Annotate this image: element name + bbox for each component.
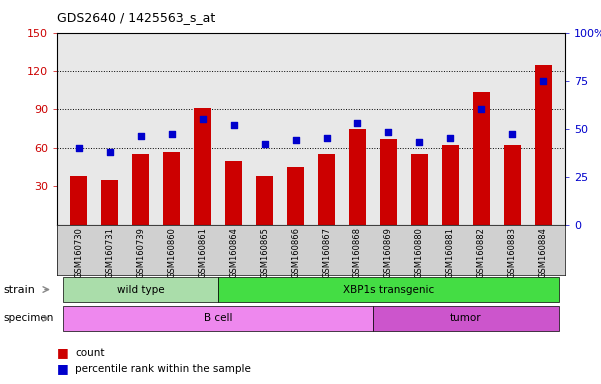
Text: GSM160884: GSM160884	[538, 227, 548, 278]
Text: GDS2640 / 1425563_s_at: GDS2640 / 1425563_s_at	[57, 12, 215, 25]
Text: GSM160865: GSM160865	[260, 227, 269, 278]
Text: XBP1s transgenic: XBP1s transgenic	[343, 285, 434, 295]
Text: tumor: tumor	[450, 313, 481, 323]
Text: GSM160730: GSM160730	[75, 227, 84, 278]
Point	[167, 131, 177, 137]
Point	[198, 116, 207, 122]
Bar	[101, 180, 118, 225]
Text: GSM160883: GSM160883	[508, 227, 517, 278]
Bar	[256, 176, 273, 225]
Text: wild type: wild type	[117, 285, 165, 295]
Bar	[349, 129, 366, 225]
Bar	[473, 91, 490, 225]
Bar	[63, 277, 218, 302]
Point	[291, 137, 300, 143]
Text: GSM160867: GSM160867	[322, 227, 331, 278]
Point	[105, 149, 115, 155]
Point	[322, 135, 331, 141]
Bar	[63, 306, 373, 331]
Bar	[318, 154, 335, 225]
Text: ■: ■	[57, 346, 69, 359]
Text: strain: strain	[3, 285, 35, 295]
Point	[538, 78, 548, 84]
Text: GSM160731: GSM160731	[105, 227, 114, 278]
Bar	[163, 152, 180, 225]
Text: GSM160868: GSM160868	[353, 227, 362, 278]
Point	[74, 145, 84, 151]
Point	[260, 141, 269, 147]
Bar	[411, 154, 428, 225]
Point	[445, 135, 455, 141]
Bar	[194, 108, 211, 225]
Text: GSM160860: GSM160860	[167, 227, 176, 278]
Text: GSM160864: GSM160864	[229, 227, 238, 278]
Bar	[535, 65, 552, 225]
Point	[353, 120, 362, 126]
Text: GSM160881: GSM160881	[446, 227, 455, 278]
Text: specimen: specimen	[3, 313, 53, 323]
Bar	[287, 167, 304, 225]
Point	[477, 106, 486, 113]
Text: GSM160739: GSM160739	[136, 227, 145, 278]
Text: GSM160880: GSM160880	[415, 227, 424, 278]
Text: GSM160882: GSM160882	[477, 227, 486, 278]
Bar	[70, 176, 87, 225]
Bar	[132, 154, 149, 225]
Bar	[442, 145, 459, 225]
Point	[507, 131, 517, 137]
Text: ■: ■	[57, 362, 69, 375]
Bar	[218, 277, 559, 302]
Text: B cell: B cell	[204, 313, 233, 323]
Text: GSM160869: GSM160869	[384, 227, 393, 278]
Point	[415, 139, 424, 145]
Bar	[504, 145, 521, 225]
Bar	[225, 161, 242, 225]
Bar	[373, 306, 559, 331]
Text: count: count	[75, 348, 105, 358]
Point	[383, 129, 393, 136]
Text: GSM160866: GSM160866	[291, 227, 300, 278]
Text: GSM160861: GSM160861	[198, 227, 207, 278]
Text: percentile rank within the sample: percentile rank within the sample	[75, 364, 251, 374]
Point	[136, 133, 145, 139]
Point	[229, 122, 239, 128]
Bar	[380, 139, 397, 225]
